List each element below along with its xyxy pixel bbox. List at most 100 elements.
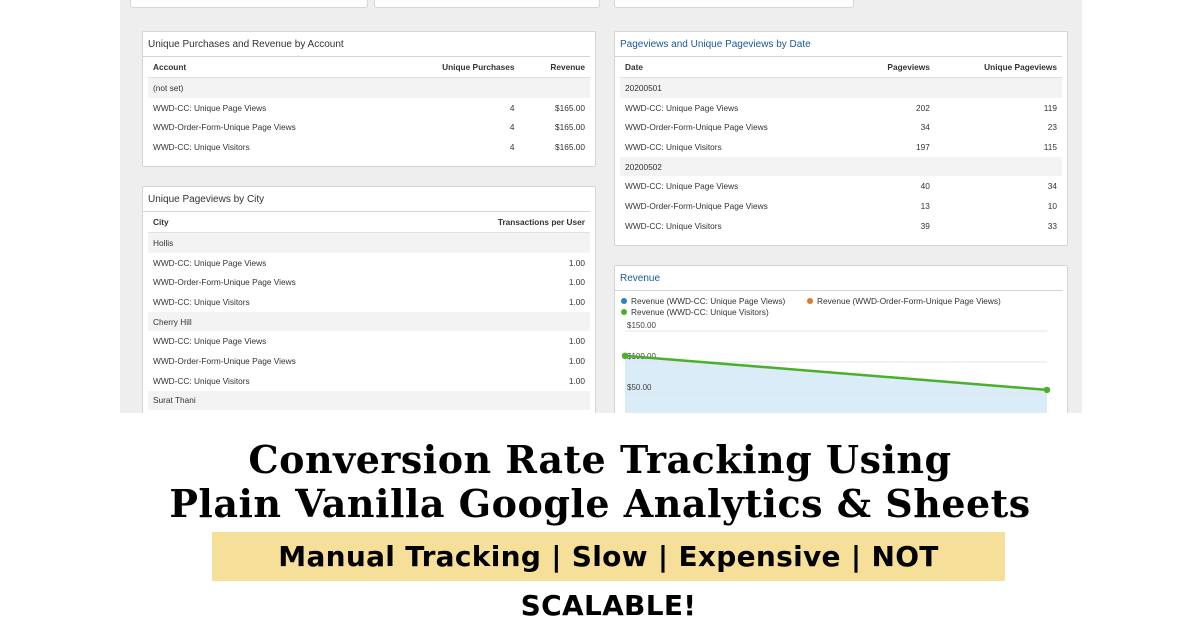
- table-row: WWD-Order-Form-Unique Page Views 1.00: [148, 272, 590, 292]
- revenue-chart: $150.00$100.00$50.00: [621, 322, 1051, 413]
- cell-value: 115: [1043, 141, 1057, 152]
- cell-value: $165.00: [555, 122, 585, 133]
- table-row: WWD-CC: Unique Page Views 1.00: [148, 331, 590, 351]
- row-label: WWD-CC: Unique Page Views: [625, 102, 739, 113]
- cell-value: $165.00: [555, 141, 585, 152]
- legend-dot: [621, 298, 627, 304]
- cell-value: 197: [916, 141, 930, 152]
- purchases-header-row: Account Unique Purchases Revenue: [148, 57, 590, 78]
- cell-value: 10: [1047, 200, 1057, 211]
- row-label: WWD-CC: Unique Page Views: [153, 257, 267, 268]
- cell-value: [519, 77, 590, 98]
- legend-label: Revenue (WWD-CC: Unique Visitors): [631, 307, 769, 317]
- table-group-row: Cherry Hill: [148, 311, 590, 332]
- row-label: WWD-Order-Form-Unique Page Views: [153, 122, 296, 133]
- city-table: City Transactions per User Hollis WWD-CC:…: [148, 212, 590, 411]
- cell-value: 1.00: [568, 277, 585, 288]
- cell-value: 34: [1047, 181, 1057, 192]
- purchases-table: Account Unique Purchases Revenue (not se…: [148, 57, 590, 157]
- table-row: WWD-CC: Unique Visitors 1.00: [148, 292, 590, 312]
- cell-value: [418, 232, 590, 253]
- col-account[interactable]: Account: [148, 57, 390, 78]
- cell-value: 1.00: [568, 355, 585, 366]
- cell-value: [854, 77, 935, 98]
- col-unique-purchases[interactable]: Unique Purchases: [389, 57, 520, 78]
- table-row: WWD-CC: Unique Visitors 39 33: [620, 216, 1062, 236]
- tagline-banner: Manual Tracking | Slow | Expensive | NOT…: [212, 532, 1005, 622]
- cell-value: 40: [920, 181, 930, 192]
- legend-label: Revenue (WWD-Order-Form-Unique Page View…: [817, 296, 1001, 306]
- cell-value: 34: [920, 122, 930, 133]
- row-label: WWD-Order-Form-Unique Page Views: [153, 355, 296, 366]
- row-label: Cherry Hill: [148, 311, 419, 332]
- legend-dot: [807, 298, 813, 304]
- row-label: WWD-CC: Unique Page Views: [625, 181, 739, 192]
- pageviews-header-row: Date Pageviews Unique Pageviews: [620, 57, 1062, 78]
- row-label: WWD-CC: Unique Visitors: [153, 296, 250, 307]
- cell-value: [418, 311, 590, 332]
- table-group-row: Surat Thani: [148, 390, 590, 411]
- table-row: WWD-CC: Unique Page Views 202 119: [620, 98, 1062, 118]
- cell-value: 13: [920, 200, 930, 211]
- row-label: (not set): [148, 77, 390, 98]
- pageviews-widget-title[interactable]: Pageviews and Unique Pageviews by Date: [615, 32, 1062, 57]
- cell-value: 1.00: [568, 257, 585, 268]
- table-row: WWD-Order-Form-Unique Page Views 34 23: [620, 117, 1062, 137]
- row-label: WWD-CC: Unique Visitors: [625, 141, 722, 152]
- col-revenue[interactable]: Revenue: [519, 57, 590, 78]
- legend-label: Revenue (WWD-CC: Unique Page Views): [631, 296, 786, 306]
- row-label: WWD-Order-Form-Unique Page Views: [625, 200, 768, 211]
- table-row: WWD-CC: Unique Page Views 4 $165.00: [148, 98, 590, 118]
- widget-stub: [614, 0, 854, 8]
- widget-stub: [374, 0, 600, 8]
- legend-dot: [621, 309, 627, 315]
- row-label: 20200502: [620, 156, 855, 177]
- cell-value: 4: [509, 122, 515, 133]
- pageviews-widget: Pageviews and Unique Pageviews by Date D…: [614, 31, 1068, 246]
- table-row: WWD-Order-Form-Unique Page Views 4 $165.00: [148, 117, 590, 137]
- y-tick-label: $150.00: [627, 322, 656, 330]
- cell-value: 4: [509, 141, 515, 152]
- series-line: [624, 354, 1048, 392]
- cell-value: 4: [509, 102, 515, 113]
- cell-value: 1.00: [568, 336, 585, 347]
- row-label: WWD-CC: Unique Page Views: [153, 336, 267, 347]
- row-label: Surat Thani: [148, 390, 419, 411]
- legend-item-cc-unique-visitors[interactable]: Revenue (WWD-CC: Unique Visitors): [621, 307, 769, 317]
- col-city[interactable]: City: [148, 212, 419, 233]
- col-transactions-per-user[interactable]: Transactions per User: [418, 212, 590, 233]
- table-row: WWD-Order-Form-Unique Page Views 13 10: [620, 196, 1062, 216]
- table-row: WWD-CC: Unique Visitors 1.00: [148, 371, 590, 391]
- city-widget: Unique Pageviews by City City Transactio…: [142, 186, 596, 413]
- row-label: WWD-CC: Unique Visitors: [153, 141, 250, 152]
- table-row: WWD-CC: Unique Page Views 40 34: [620, 176, 1062, 196]
- col-pageviews[interactable]: Pageviews: [854, 57, 935, 78]
- row-label: WWD-Order-Form-Unique Page Views: [625, 122, 768, 133]
- col-date[interactable]: Date: [620, 57, 855, 78]
- widget-stub: [130, 0, 368, 8]
- revenue-widget-title[interactable]: Revenue: [615, 266, 1062, 291]
- table-row: WWD-Order-Form-Unique Page Views 1.00: [148, 351, 590, 371]
- col-unique-pageviews[interactable]: Unique Pageviews: [934, 57, 1062, 78]
- row-label: WWD-CC: Unique Visitors: [625, 220, 722, 231]
- cell-value: $165.00: [555, 102, 585, 113]
- table-group-row: (not set): [148, 77, 590, 98]
- table-row: WWD-CC: Unique Page Views 1.00: [148, 253, 590, 273]
- table-row: WWD-CC: Unique Visitors 197 115: [620, 137, 1062, 157]
- legend-item-cc-page-views[interactable]: Revenue (WWD-CC: Unique Page Views): [621, 296, 785, 306]
- purchases-widget-title: Unique Purchases and Revenue by Account: [143, 32, 590, 57]
- row-label: 20200501: [620, 77, 855, 98]
- row-label: WWD-CC: Unique Visitors: [153, 375, 250, 386]
- row-label: WWD-CC: Unique Page Views: [153, 102, 267, 113]
- table-group-row: Hollis: [148, 232, 590, 253]
- series-area: [625, 355, 1047, 413]
- headline-line-1: Conversion Rate Tracking Using: [248, 437, 952, 482]
- legend-item-order-form[interactable]: Revenue (WWD-Order-Form-Unique Page View…: [807, 296, 1001, 306]
- row-label: Hollis: [148, 232, 419, 253]
- cell-value: [389, 77, 520, 98]
- table-row: WWD-CC: Unique Visitors 4 $165.00: [148, 137, 590, 157]
- purchases-widget: Unique Purchases and Revenue by Account …: [142, 31, 596, 167]
- data-point[interactable]: [1043, 386, 1051, 394]
- cell-value: 23: [1047, 122, 1057, 133]
- data-point[interactable]: [621, 352, 629, 359]
